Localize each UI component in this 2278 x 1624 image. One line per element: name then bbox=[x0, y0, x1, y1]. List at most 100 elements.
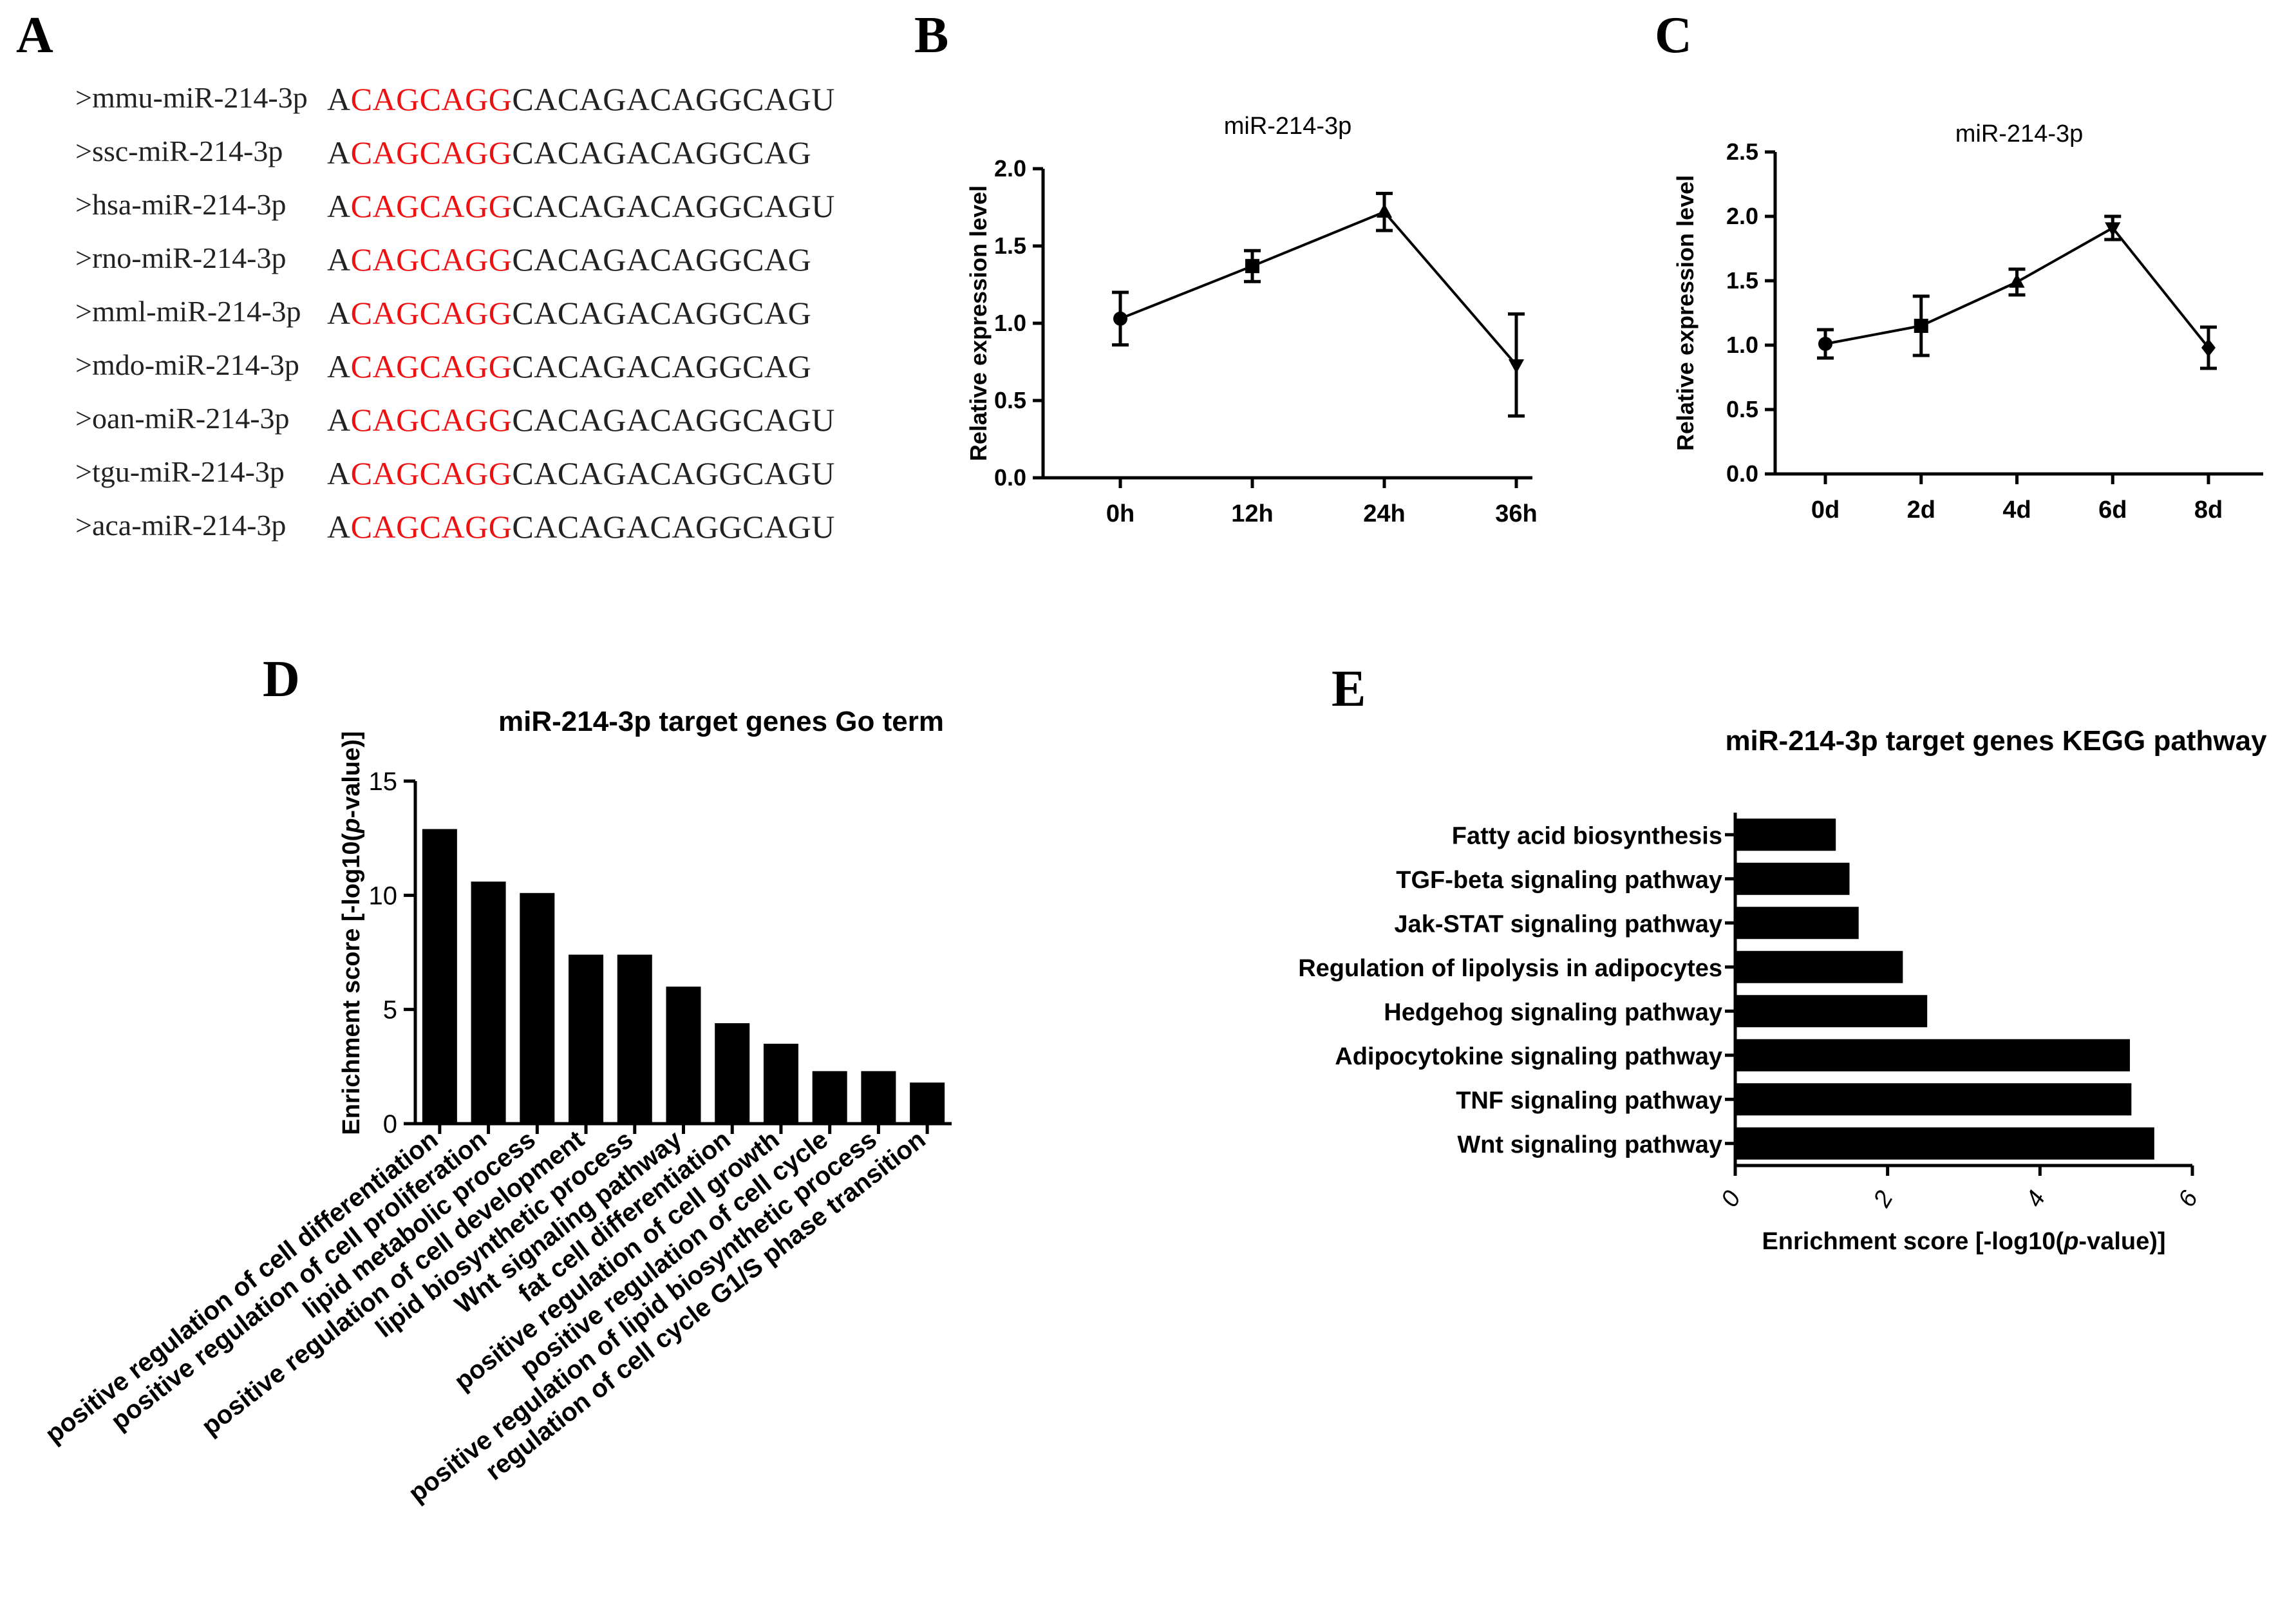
bar bbox=[763, 1043, 798, 1124]
sequence-prefix: A bbox=[327, 135, 351, 171]
sequence-prefix: A bbox=[327, 295, 351, 331]
data-point bbox=[1376, 203, 1393, 218]
chart-title: miR-214-3p bbox=[1224, 113, 1352, 140]
sequence-prefix: A bbox=[327, 241, 351, 278]
y-axis-label-suffix: -value)] bbox=[338, 731, 365, 818]
x-tick-label: 24h bbox=[1363, 500, 1405, 527]
sequence-name: >ssc-miR-214-3p bbox=[75, 135, 283, 167]
x-tick-label: 8d bbox=[2194, 496, 2223, 524]
data-point bbox=[1113, 311, 1127, 326]
seed-region: CAGCAGG bbox=[350, 402, 513, 438]
sequence-name: >rno-miR-214-3p bbox=[75, 241, 287, 274]
x-tick-label: 6 bbox=[2173, 1186, 2203, 1212]
bar bbox=[861, 1071, 896, 1124]
x-tick-label: 2 bbox=[1868, 1186, 1898, 1212]
x-tick-label: 2d bbox=[1907, 496, 1935, 524]
seed-region: CAGCAGG bbox=[350, 81, 513, 117]
sequence-string: ACAGCAGGCACAGACAGGCAG bbox=[327, 241, 811, 278]
sequence-suffix: CACAGACAGGCAG bbox=[512, 241, 812, 278]
y-tick-label: Hedgehog signaling pathway bbox=[1384, 999, 1722, 1026]
y-tick-label: 2.5 bbox=[1726, 138, 1758, 165]
line-chart-c: 0.0 0.5 1.0 1.5 2.0 2.5 0d 2d 4d 6d 8d miR-214-3p Re… bbox=[1672, 120, 2263, 524]
y-axis-label: Enrichment score [-log10(p-value)] bbox=[338, 731, 365, 1135]
x-axis-label-italic: p bbox=[2063, 1228, 2078, 1255]
bar bbox=[1735, 907, 1859, 939]
data-point bbox=[1508, 359, 1525, 373]
y-tick-label: 0.0 bbox=[994, 464, 1026, 491]
chart-title: miR-214-3p target genes KEGG pathway bbox=[1725, 725, 2267, 757]
data-point bbox=[1914, 319, 1928, 333]
panel-letter-e: E bbox=[1332, 661, 1366, 717]
sequence-prefix: A bbox=[327, 509, 351, 545]
sequence-prefix: A bbox=[327, 455, 351, 491]
y-tick-label: 1.5 bbox=[994, 232, 1026, 259]
y-tick-label: 1.0 bbox=[994, 310, 1026, 336]
panel-letter-c: C bbox=[1655, 7, 1692, 64]
y-axis-label: Relative expression level bbox=[1672, 175, 1699, 451]
data-point bbox=[1818, 337, 1832, 351]
panel-letter-b: B bbox=[914, 7, 949, 64]
y-tick-label: 1.5 bbox=[1726, 267, 1758, 294]
y-tick-label: 0.5 bbox=[994, 387, 1026, 413]
x-tick-label: 0 bbox=[1716, 1186, 1746, 1211]
bar bbox=[1735, 995, 1928, 1028]
bar bbox=[910, 1082, 945, 1124]
y-tick-label: 2.0 bbox=[994, 155, 1026, 182]
x-tick-label: 0h bbox=[1106, 500, 1134, 527]
bar bbox=[666, 987, 701, 1124]
sequence-string: ACAGCAGGCACAGACAGGCAGU bbox=[327, 455, 835, 492]
y-tick-label: TNF signaling pathway bbox=[1456, 1087, 1722, 1114]
sequence-suffix: CACAGACAGGCAGU bbox=[512, 81, 835, 117]
y-axis-label-italic: p bbox=[338, 818, 365, 834]
y-tick-label: 0 bbox=[383, 1110, 397, 1138]
sequence-prefix: A bbox=[327, 348, 351, 384]
line-chart-b: 0.0 0.5 1.0 1.5 2.0 0h 12h 24h 36h miR-214-3p Rela… bbox=[965, 113, 1538, 527]
seed-region: CAGCAGG bbox=[350, 455, 513, 491]
sequence-suffix: CACAGACAGGCAG bbox=[512, 135, 812, 171]
x-tick-label: 36h bbox=[1495, 500, 1537, 527]
bar bbox=[812, 1071, 847, 1124]
y-tick-label: 5 bbox=[383, 996, 397, 1024]
seed-region: CAGCAGG bbox=[350, 348, 513, 384]
sequence-name: >aca-miR-214-3p bbox=[75, 509, 287, 542]
sequence-name: >mmu-miR-214-3p bbox=[75, 81, 308, 114]
bar bbox=[1735, 818, 1836, 851]
data-point bbox=[2105, 222, 2121, 237]
sequence-string: ACAGCAGGCACAGACAGGCAGU bbox=[327, 508, 835, 545]
y-tick-label: Jak-STAT signaling pathway bbox=[1394, 911, 1722, 938]
x-axis-label-suffix: -value)] bbox=[2078, 1228, 2165, 1255]
sequence-string: ACAGCAGGCACAGACAGGCAGU bbox=[327, 80, 835, 118]
bar bbox=[471, 882, 506, 1124]
sequence-string: ACAGCAGGCACAGACAGGCAGU bbox=[327, 401, 835, 439]
chart-title: miR-214-3p bbox=[1955, 120, 2084, 147]
sequence-prefix: A bbox=[327, 402, 351, 438]
series-line bbox=[1120, 210, 1518, 366]
y-tick-label: Regulation of lipolysis in adipocytes bbox=[1298, 955, 1722, 982]
sequence-suffix: CACAGACAGGCAGU bbox=[512, 402, 835, 438]
seed-region: CAGCAGG bbox=[350, 295, 513, 331]
x-tick-label: 6d bbox=[2098, 496, 2127, 524]
panel-letter-d: D bbox=[263, 651, 300, 708]
sequence-suffix: CACAGACAGGCAGU bbox=[512, 455, 835, 491]
bar bbox=[1735, 950, 1903, 983]
sequence-name: >mdo-miR-214-3p bbox=[75, 348, 299, 381]
bar bbox=[1735, 1039, 2130, 1072]
sequence-string: ACAGCAGGCACAGACAGGCAGU bbox=[327, 187, 835, 225]
sequence-suffix: CACAGACAGGCAG bbox=[512, 348, 812, 384]
sequence-prefix: A bbox=[327, 81, 351, 117]
bar bbox=[715, 1023, 750, 1124]
sequence-string: ACAGCAGGCACAGACAGGCAG bbox=[327, 348, 811, 385]
bar bbox=[617, 954, 652, 1124]
y-tick-label: TGF-beta signaling pathway bbox=[1396, 867, 1722, 894]
sequence-suffix: CACAGACAGGCAGU bbox=[512, 188, 835, 224]
bar bbox=[1735, 862, 1850, 895]
sequence-suffix: CACAGACAGGCAG bbox=[512, 295, 812, 331]
sequence-suffix: CACAGACAGGCAGU bbox=[512, 509, 835, 545]
x-tick-label: 0d bbox=[1811, 496, 1840, 524]
x-tick-label: 12h bbox=[1231, 500, 1273, 527]
sequence-name: >oan-miR-214-3p bbox=[75, 402, 290, 435]
seed-region: CAGCAGG bbox=[350, 188, 513, 224]
y-tick-label: 15 bbox=[369, 768, 398, 796]
